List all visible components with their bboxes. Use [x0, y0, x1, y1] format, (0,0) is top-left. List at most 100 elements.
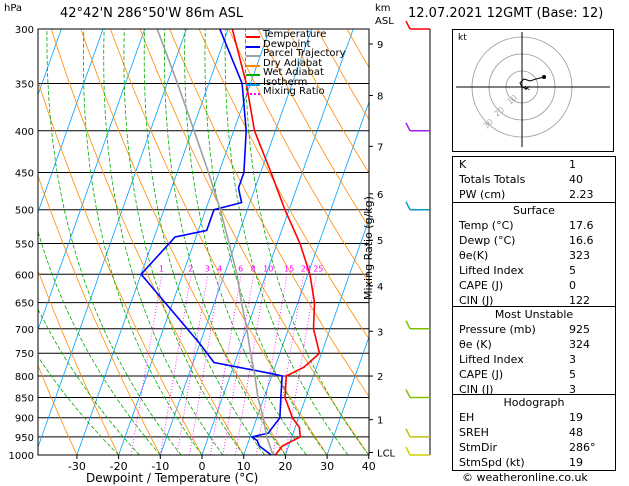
- mixing-ratio-line: [130, 274, 163, 455]
- legend-label: Dry Adiabat: [263, 57, 323, 69]
- mixing-ratio-label: 1: [159, 264, 164, 273]
- x-tick-label: 30: [320, 460, 334, 473]
- x-tick-label: -20: [110, 460, 128, 473]
- table-row: PW (cm) 2.23: [459, 188, 594, 201]
- isotherm-line: [159, 29, 312, 455]
- mixing-ratio-line: [222, 274, 255, 455]
- most-unstable-table: Most Unstable Pressure (mb) 925 θe (K) 324…: [452, 306, 616, 398]
- isotherm-line: [326, 335, 369, 455]
- wet-adiabat-line: [103, 29, 224, 455]
- table-row: Lifted Index 5: [459, 264, 576, 277]
- mixing-ratio-label: 6: [238, 264, 243, 273]
- wet-adiabat-line: [38, 230, 161, 455]
- most-unstable-title: Most Unstable: [494, 308, 574, 321]
- x-tick-label: -30: [68, 460, 86, 473]
- table-row: Lifted Index 3: [459, 353, 576, 366]
- legend-swatch: [246, 83, 260, 86]
- km-tick-label: 8: [377, 91, 383, 102]
- legend-swatch: [246, 36, 260, 38]
- table-row: Temp (°C) 17.6: [459, 219, 594, 232]
- dry-adiabat-line: [139, 29, 369, 455]
- km-tick-label: 2: [377, 372, 383, 383]
- table-row: Pressure (mb) 925: [459, 323, 590, 336]
- legend-label: Isotherm: [263, 76, 308, 88]
- pressure-tick-label: 450: [15, 168, 34, 179]
- dry-adiabat-line: [169, 29, 369, 398]
- legend-swatch: [246, 64, 260, 67]
- pressure-tick-label: 750: [15, 349, 34, 360]
- table-row: EH 19: [459, 411, 583, 424]
- pressure-tick-label: 700: [15, 325, 34, 336]
- table-row: Dewp (°C) 16.6: [459, 234, 594, 247]
- x-tick-label: 0: [199, 460, 206, 473]
- x-tick-label: -10: [151, 460, 169, 473]
- mixing-ratio-line: [189, 274, 221, 455]
- wind-barb-flag: [405, 446, 411, 456]
- km-tick-label: 6: [377, 190, 383, 201]
- dry-adiabat-line: [80, 29, 286, 455]
- wet-adiabat-line: [244, 29, 369, 455]
- wet-adiabat-line: [82, 29, 203, 455]
- pressure-tick-label: 650: [15, 299, 34, 310]
- series-line-dewpoint: [140, 29, 284, 455]
- x-tick-label: 20: [278, 460, 292, 473]
- isotherm-line: [38, 29, 104, 214]
- mixing-ratio-line: [272, 274, 305, 455]
- location-label: 42°42'N 286°50'W 86m ASL: [60, 6, 244, 21]
- isotherm-line: [118, 29, 271, 455]
- dry-adiabat-line: [110, 29, 328, 455]
- mixing-ratio-line: [176, 274, 209, 455]
- pressure-tick-label: 900: [15, 414, 34, 425]
- isotherm-line: [201, 29, 354, 455]
- table-row: CIN (J) 3: [459, 383, 576, 396]
- hodograph-title: Hodograph: [503, 396, 565, 409]
- pressure-tick-label: 550: [15, 239, 34, 250]
- dry-adiabat-line: [287, 29, 369, 174]
- legend-swatch: [246, 55, 260, 57]
- km-tick-label: 1: [377, 416, 383, 427]
- km-unit-label: km: [375, 3, 391, 14]
- table-row: θe(K) 323: [459, 249, 590, 262]
- dry-adiabat-line: [38, 364, 78, 455]
- surface-title: Surface: [513, 204, 555, 217]
- dry-adiabat-line: [198, 29, 369, 340]
- pressure-tick-label: 1000: [9, 451, 34, 462]
- table-row: CIN (J) 122: [459, 294, 590, 307]
- legend-swatch: [246, 93, 260, 95]
- hodograph-unit: kt: [458, 33, 467, 43]
- series-line-temperature: [231, 29, 321, 455]
- mixing-ratio-label: 20: [301, 264, 311, 273]
- pressure-tick-label: 300: [15, 25, 34, 36]
- table-row: StmSpd (kt) 19: [459, 456, 583, 469]
- mixing-ratio-label: 2: [188, 264, 193, 273]
- legend-swatch: [246, 45, 260, 48]
- mixing-ratio-label: 25: [313, 264, 323, 273]
- wind-barb-flag: [405, 201, 411, 211]
- surface-table: Surface Temp (°C) 17.6 Dewp (°C) 16.6 θe(K…: [452, 202, 616, 309]
- mixing-ratio-label: 10: [263, 264, 273, 273]
- mixing-ratio-line: [209, 274, 242, 455]
- wet-adiabat-line: [123, 29, 245, 455]
- pressure-tick-label: 350: [15, 80, 34, 91]
- mixing-ratio-label: 15: [284, 264, 294, 273]
- legend-label: Dewpoint: [263, 38, 311, 50]
- km-tick-label: 3: [377, 327, 383, 338]
- km-tick-label: 4: [377, 282, 383, 293]
- mixing-ratio-label: 4: [217, 264, 222, 273]
- table-row: θe (K) 324: [459, 338, 590, 351]
- isotherm-line: [76, 29, 229, 455]
- pressure-tick-label: 950: [15, 433, 34, 444]
- mixing-ratio-line: [255, 274, 288, 455]
- mixing-ratio-label: 8: [251, 264, 256, 273]
- wet-adiabat-line: [224, 29, 349, 455]
- km-tick-label: 9: [377, 40, 383, 51]
- legend-label: Parcel Trajectory: [263, 48, 346, 59]
- pressure-tick-label: 850: [15, 393, 34, 404]
- asl-unit-label: ASL: [375, 16, 394, 27]
- pressure-tick-label: 800: [15, 372, 34, 383]
- mixing-ratio-label: 3: [205, 264, 210, 273]
- dry-adiabat-line: [257, 29, 369, 228]
- isotherm-line: [243, 100, 369, 455]
- pressure-tick-label: 400: [15, 127, 34, 138]
